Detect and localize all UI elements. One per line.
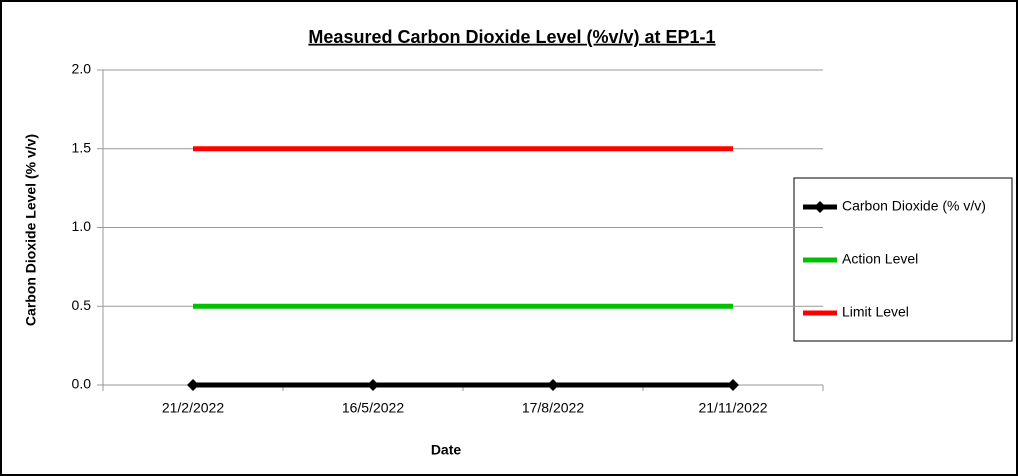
x-tick-label: 17/8/2022 bbox=[522, 400, 584, 416]
y-tick-label: 0.0 bbox=[72, 376, 92, 392]
legend-label: Carbon Dioxide (% v/v) bbox=[842, 198, 986, 214]
x-axis-label: Date bbox=[431, 442, 462, 458]
y-tick-label: 2.0 bbox=[72, 61, 92, 77]
chart-title: Measured Carbon Dioxide Level (%v/v) at … bbox=[308, 27, 715, 47]
x-tick-label: 16/5/2022 bbox=[342, 400, 404, 416]
point-marker bbox=[727, 379, 739, 391]
x-tick-label: 21/2/2022 bbox=[162, 400, 224, 416]
y-axis-label: Carbon Dioxide Level (% v/v) bbox=[23, 134, 39, 326]
point-marker bbox=[367, 379, 379, 391]
y-tick-label: 1.0 bbox=[72, 218, 92, 234]
y-tick-label: 1.5 bbox=[72, 139, 92, 155]
legend-label: Action Level bbox=[842, 251, 918, 267]
legend-marker bbox=[814, 201, 826, 213]
legend-label: Limit Level bbox=[842, 304, 909, 320]
y-tick-label: 0.5 bbox=[72, 297, 92, 313]
x-tick-label: 21/11/2022 bbox=[698, 400, 767, 416]
point-marker bbox=[547, 379, 559, 391]
point-marker bbox=[187, 379, 199, 391]
